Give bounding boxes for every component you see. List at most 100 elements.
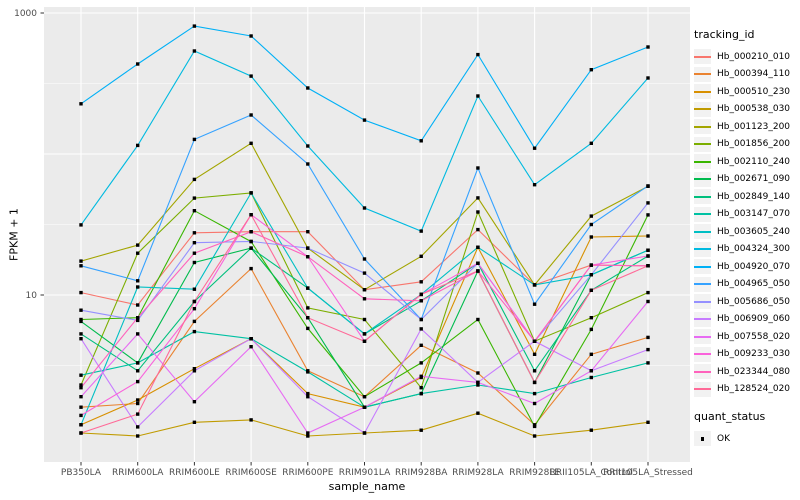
data-point bbox=[476, 196, 480, 200]
legend-item-Hb_023344_080: Hb_023344_080 bbox=[694, 363, 800, 381]
data-point bbox=[136, 401, 140, 406]
x-tick-label: RRII105LA_Stressed bbox=[603, 468, 693, 478]
data-point bbox=[646, 184, 650, 188]
data-point bbox=[646, 76, 650, 80]
data-point bbox=[362, 257, 367, 261]
data-point bbox=[589, 316, 593, 320]
legend-key-swatch bbox=[694, 431, 711, 447]
data-point bbox=[306, 431, 310, 435]
data-point bbox=[362, 118, 367, 122]
data-point bbox=[476, 261, 480, 265]
data-point bbox=[192, 329, 197, 334]
data-point bbox=[192, 137, 197, 142]
legend-key-line bbox=[694, 108, 711, 111]
data-point bbox=[476, 94, 480, 98]
data-point bbox=[136, 369, 140, 373]
data-point bbox=[646, 299, 650, 304]
data-point bbox=[362, 317, 367, 322]
data-point bbox=[646, 213, 650, 217]
data-point bbox=[362, 332, 367, 336]
legend-key-line bbox=[694, 213, 711, 216]
data-point bbox=[192, 231, 197, 235]
data-point bbox=[362, 395, 367, 399]
data-point bbox=[589, 263, 593, 267]
data-point bbox=[589, 428, 593, 432]
legend-item-label: Hb_004920_070 bbox=[717, 261, 791, 272]
data-point bbox=[79, 332, 83, 336]
data-point bbox=[532, 424, 537, 429]
data-point bbox=[646, 420, 650, 424]
data-point bbox=[589, 327, 593, 332]
data-point bbox=[362, 431, 367, 435]
data-point bbox=[646, 45, 650, 49]
legend-item-label: Hb_001123_200 bbox=[717, 121, 791, 132]
data-point bbox=[589, 273, 593, 277]
x-axis-title: sample_name bbox=[328, 480, 406, 493]
data-point bbox=[476, 380, 480, 385]
x-tick-label: RRIM600LE bbox=[169, 468, 220, 478]
legend-item-Hb_002671_090: Hb_002671_090 bbox=[694, 171, 800, 189]
data-point bbox=[79, 405, 83, 409]
data-point bbox=[419, 299, 423, 303]
legend-item-label: Hb_006909_060 bbox=[717, 314, 791, 325]
legend-item-Hb_000210_010: Hb_000210_010 bbox=[694, 48, 800, 66]
data-point bbox=[589, 288, 593, 292]
series-points-Hb_004920_070 bbox=[79, 24, 650, 150]
legend-key-line bbox=[694, 143, 711, 146]
legend-quant-status: quant_status OK bbox=[694, 410, 800, 448]
legend-key-line bbox=[694, 90, 711, 93]
data-point bbox=[589, 235, 593, 239]
legend-key-swatch bbox=[694, 154, 711, 170]
data-point bbox=[192, 369, 197, 373]
data-point bbox=[532, 352, 537, 356]
data-point bbox=[306, 306, 310, 310]
data-point bbox=[136, 303, 140, 307]
data-point bbox=[589, 222, 593, 227]
data-point bbox=[476, 245, 480, 249]
data-point bbox=[306, 391, 310, 396]
data-point bbox=[476, 269, 480, 273]
data-point bbox=[79, 308, 83, 312]
legend-item-quant-ok: OK bbox=[694, 430, 800, 448]
legend-key-line bbox=[694, 353, 711, 356]
legend-key-line bbox=[694, 178, 711, 181]
x-tick-label: PB350LA bbox=[61, 468, 102, 478]
data-point bbox=[136, 316, 140, 320]
data-point bbox=[249, 141, 253, 145]
data-point bbox=[192, 367, 197, 371]
data-point bbox=[249, 230, 253, 234]
data-point bbox=[476, 371, 480, 375]
data-point bbox=[362, 405, 367, 409]
legend-item-Hb_004920_070: Hb_004920_070 bbox=[694, 258, 800, 276]
legend-item-Hb_002110_240: Hb_002110_240 bbox=[694, 153, 800, 171]
data-point bbox=[306, 162, 310, 166]
data-point bbox=[136, 62, 140, 66]
y-tick-label: 10 bbox=[26, 291, 38, 301]
legend-key-swatch bbox=[694, 276, 711, 292]
data-point bbox=[362, 339, 367, 343]
data-point bbox=[646, 248, 650, 252]
legend-key-line bbox=[694, 248, 711, 251]
legend-key-swatch bbox=[694, 136, 711, 152]
data-point bbox=[192, 177, 197, 182]
data-point bbox=[249, 213, 253, 217]
legend-key-line bbox=[694, 318, 711, 321]
data-point bbox=[306, 86, 310, 90]
legend-item-Hb_000394_110: Hb_000394_110 bbox=[694, 66, 800, 84]
legend-key-line bbox=[694, 388, 711, 391]
data-point bbox=[192, 319, 197, 324]
data-point bbox=[79, 423, 83, 427]
legend-item-Hb_001123_200: Hb_001123_200 bbox=[694, 118, 800, 136]
data-point bbox=[136, 379, 140, 384]
data-point bbox=[476, 166, 480, 170]
data-point bbox=[532, 146, 537, 150]
data-point bbox=[192, 241, 197, 245]
data-point bbox=[532, 391, 537, 396]
data-point bbox=[589, 141, 593, 145]
legend-item-Hb_128524_020: Hb_128524_020 bbox=[694, 381, 800, 399]
legend-item-Hb_005686_050: Hb_005686_050 bbox=[694, 293, 800, 311]
legend-key-swatch bbox=[694, 346, 711, 362]
data-point bbox=[419, 391, 423, 396]
data-point bbox=[79, 223, 83, 227]
x-tick-label: RRIM600LA bbox=[112, 468, 164, 478]
